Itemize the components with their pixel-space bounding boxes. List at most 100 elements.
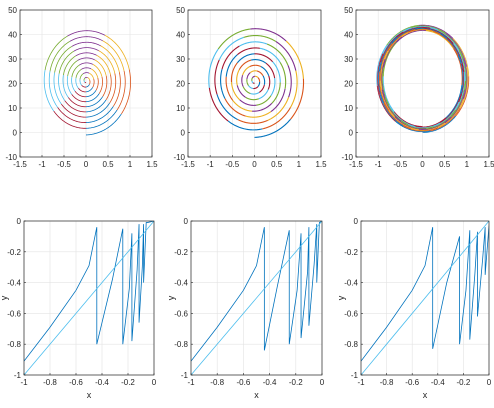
y-tick-label: -0.2	[7, 248, 21, 257]
y-tick-label: -0.4	[7, 279, 21, 288]
x-tick-label: 1.5	[315, 160, 327, 169]
y-tick-label: -1	[181, 371, 189, 380]
plot-lines	[24, 221, 154, 375]
spiral-series	[257, 81, 261, 87]
spiral-series	[98, 76, 103, 94]
spiral-series	[262, 107, 291, 130]
spiral-series	[381, 89, 402, 122]
spiral-series	[53, 72, 62, 105]
spiral-series	[121, 69, 131, 115]
y-tick-label: -10	[341, 153, 353, 162]
spiral-series	[454, 71, 465, 111]
spiral-series	[256, 95, 272, 106]
x-tick-label: -0.5	[393, 160, 407, 169]
spiral-series	[246, 79, 250, 86]
spiral-series	[387, 29, 416, 52]
spiral-series	[254, 118, 291, 138]
spiral-series	[384, 97, 409, 125]
chart-top-left: -1.5 -1 -0.5 0 0.5 1 1.5 -10 0 10 20 30 40 50	[5, 6, 158, 169]
axes-box	[23, 220, 155, 376]
y-tick-label: 0	[181, 129, 186, 138]
y-tick-label: -0.6	[344, 309, 358, 318]
spiral-series	[71, 77, 76, 92]
spiral-series	[379, 94, 404, 127]
spiral-series	[379, 36, 398, 72]
series-line	[191, 221, 322, 375]
spiral-series	[252, 102, 273, 112]
spiral-series	[455, 76, 470, 117]
y-tick-label: 50	[344, 6, 353, 15]
spiral-series	[214, 59, 220, 95]
spiral-series	[249, 64, 261, 68]
spiral-series	[270, 88, 286, 113]
spiral-series	[81, 67, 92, 70]
y-tick-label: -0.4	[344, 279, 358, 288]
chart-bottom-middle: -1 -0.8 -0.6 -0.4 -0.2 0 -1 -0.8 -0.6 -0.4 -0.2 0 x y	[166, 217, 325, 400]
y-tick-label: 0	[184, 217, 189, 226]
spiral-series	[224, 98, 246, 117]
series-line	[191, 221, 322, 362]
x-tick-label: -0.5	[225, 160, 239, 169]
spiral-series	[53, 110, 87, 129]
x-tick-label: 0	[152, 378, 157, 387]
x-tick-label: -1.5	[13, 160, 27, 169]
spiral-series	[98, 50, 116, 74]
spiral-series	[61, 103, 86, 118]
spiral-series	[58, 73, 66, 101]
axes-box	[360, 220, 490, 376]
x-tick-label: -0.8	[43, 378, 57, 387]
spiral-series	[95, 77, 99, 91]
spiral-series	[279, 62, 287, 89]
spiral-series	[258, 89, 269, 100]
spiral-series	[433, 101, 460, 127]
spiral-series	[102, 75, 108, 97]
spiral-series	[102, 40, 125, 71]
plot-lines	[376, 24, 470, 133]
spiral-series	[82, 72, 90, 75]
spiral-series	[217, 28, 251, 50]
spiral-series	[85, 84, 90, 88]
spiral-series	[430, 27, 460, 51]
spiral-series	[85, 96, 103, 108]
y-tick-label: 40	[176, 31, 185, 40]
spiral-series	[105, 74, 112, 101]
spiral-series	[71, 41, 101, 47]
spiral-series	[109, 73, 117, 104]
spiral-series	[251, 77, 253, 81]
spiral-series	[246, 72, 251, 80]
spiral-series	[422, 27, 454, 44]
spiral-series	[104, 34, 130, 70]
y-tick-label: 10	[344, 104, 353, 113]
y-tick-label: 20	[344, 80, 353, 89]
spiral-series	[67, 60, 78, 77]
spiral-series	[376, 85, 396, 122]
spiral-series	[239, 41, 268, 47]
spiral-series	[75, 78, 79, 89]
spiral-series	[63, 55, 76, 76]
spiral-series	[446, 37, 465, 72]
x-tick-label: -1	[20, 378, 28, 387]
y-tick-label: 50	[176, 6, 185, 15]
spiral-series	[377, 53, 384, 95]
spiral-series	[290, 78, 305, 120]
spiral-series	[422, 115, 457, 133]
spiral-series	[85, 113, 122, 136]
spiral-series	[248, 85, 254, 90]
spiral-series	[100, 45, 120, 73]
spiral-series	[232, 100, 253, 112]
spiral-series	[452, 43, 466, 81]
spiral-series	[54, 46, 72, 73]
spiral-series	[242, 86, 251, 95]
x-tick-label: -0.5	[57, 160, 71, 169]
spiral-series	[379, 43, 393, 81]
spiral-series	[376, 45, 387, 86]
spiral-series	[440, 33, 462, 64]
y-tick-label: 0	[349, 129, 354, 138]
spiral-series	[391, 27, 423, 44]
x-axis-label: x	[423, 390, 428, 400]
chart-top-middle: -1.5 -1 -0.5 0 0.5 1 1.5 -10 0 10 20 30 40 50	[173, 6, 327, 169]
spiral-series	[67, 30, 106, 37]
spiral-series	[239, 99, 257, 106]
x-tick-label: -1.5	[349, 160, 363, 169]
